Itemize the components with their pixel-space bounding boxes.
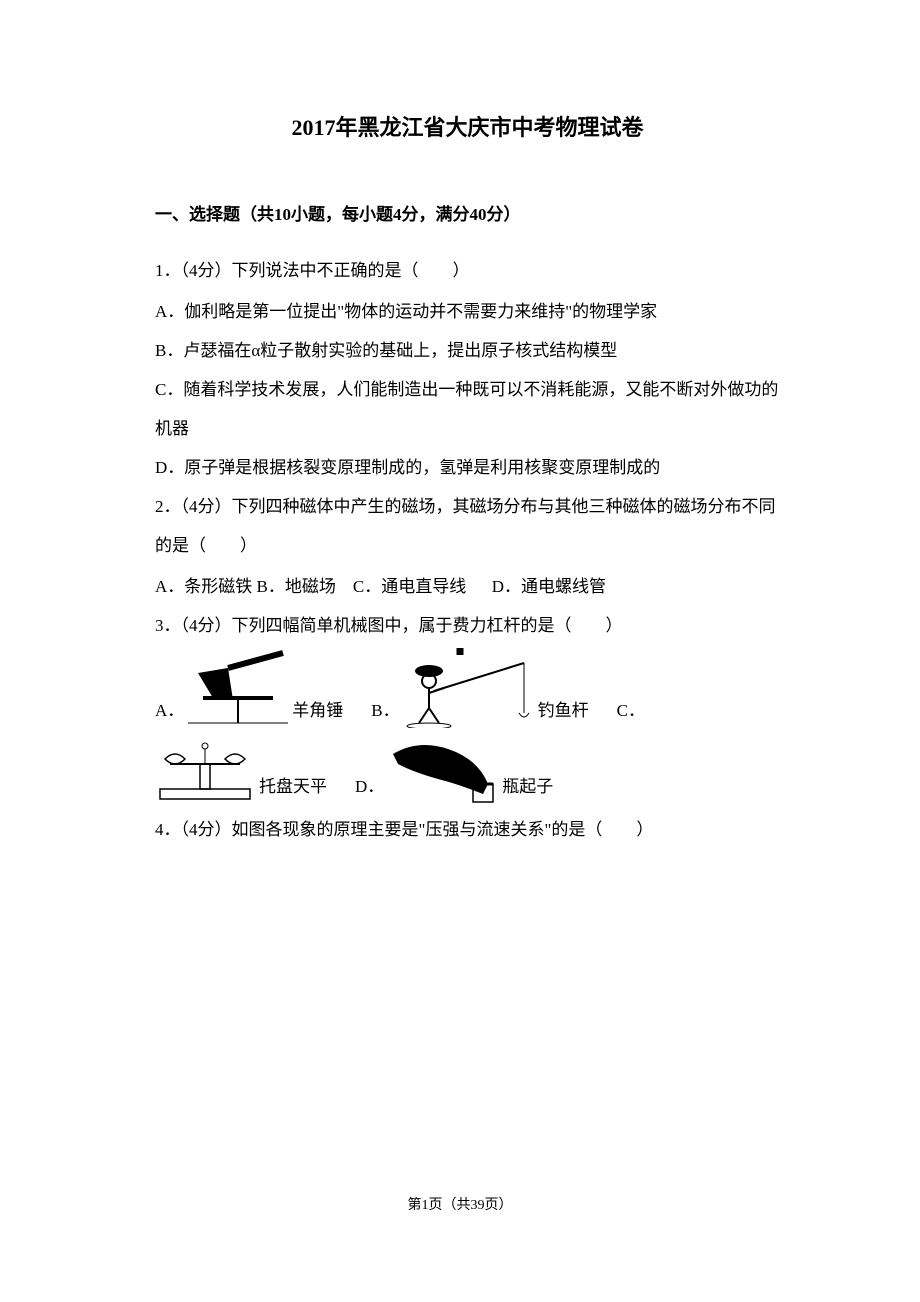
q4-stem: 4．（4分）如图各现象的原理主要是"压强与流速关系"的是（ ） [155,810,780,849]
q3-option-a: A． 羊角锤 [155,648,343,728]
q3-option-d: D． 瓶起子 [355,734,553,804]
q3-c-label: C． [617,694,645,728]
q3-option-b: B． 钓鱼杆 [371,653,588,728]
fisherman-figure [404,653,534,728]
q3-b-label: B． [371,694,399,728]
footer-suffix: 页） [485,1198,513,1213]
q2-options-row: A．条形磁铁 B．地磁场 C．通电直导线 D．通电螺线管 [155,567,780,606]
center-mark [455,642,466,660]
q1-option-d: D．原子弹是根据核裂变原理制成的，氢弹是利用核聚变原理制成的 [155,448,780,487]
q3-stem: 3．（4分）下列四幅简单机械图中，属于费力杠杆的是（ ） [155,606,780,645]
q3-image-options: A． 羊角锤 B． [155,648,780,810]
section-1-heading: 一、选择题（共10小题，每小题4分，满分40分） [155,200,780,231]
balance-figure [155,734,255,804]
page-footer: 第1页（共39页） [0,1194,920,1214]
q3-d-caption: 瓶起子 [502,770,553,804]
q1-option-a: A．伽利略是第一位提出"物体的运动并不需要力来维持"的物理学家 [155,292,780,331]
q3-c-caption: 托盘天平 [259,770,327,804]
footer-total: 39 [471,1198,485,1213]
q3-a-label: A． [155,694,184,728]
hammer-figure [188,648,288,728]
footer-mid: 页（共 [429,1198,471,1213]
bottle-opener-figure [388,734,498,804]
q2-option-d: D．通电螺线管 [492,577,606,596]
footer-prefix: 第 [408,1198,422,1213]
q3-b-caption: 钓鱼杆 [538,694,589,728]
q1-stem: 1．（4分）下列说法中不正确的是（ ） [155,251,780,290]
q1-option-c: C．随着科学技术发展，人们能制造出一种既可以不消耗能源，又能不断对外做功的机器 [155,370,780,448]
q2-option-b: B．地磁场 [257,577,336,596]
q2-option-a: A．条形磁铁 [155,577,252,596]
q3-d-label: D． [355,770,384,804]
q3-option-c: 托盘天平 [155,734,327,804]
q2-stem: 2．（4分）下列四种磁体中产生的磁场，其磁场分布与其他三种磁体的磁场分布不同的是… [155,487,780,565]
q3-option-c-label: C． [617,694,649,728]
exam-title: 2017年黑龙江省大庆市中考物理试卷 [155,110,780,142]
q3-a-caption: 羊角锤 [292,694,343,728]
q2-option-c: C．通电直导线 [353,577,466,596]
q1-option-b: B．卢瑟福在α粒子散射实验的基础上，提出原子核式结构模型 [155,331,780,370]
footer-page-num: 1 [422,1198,429,1213]
